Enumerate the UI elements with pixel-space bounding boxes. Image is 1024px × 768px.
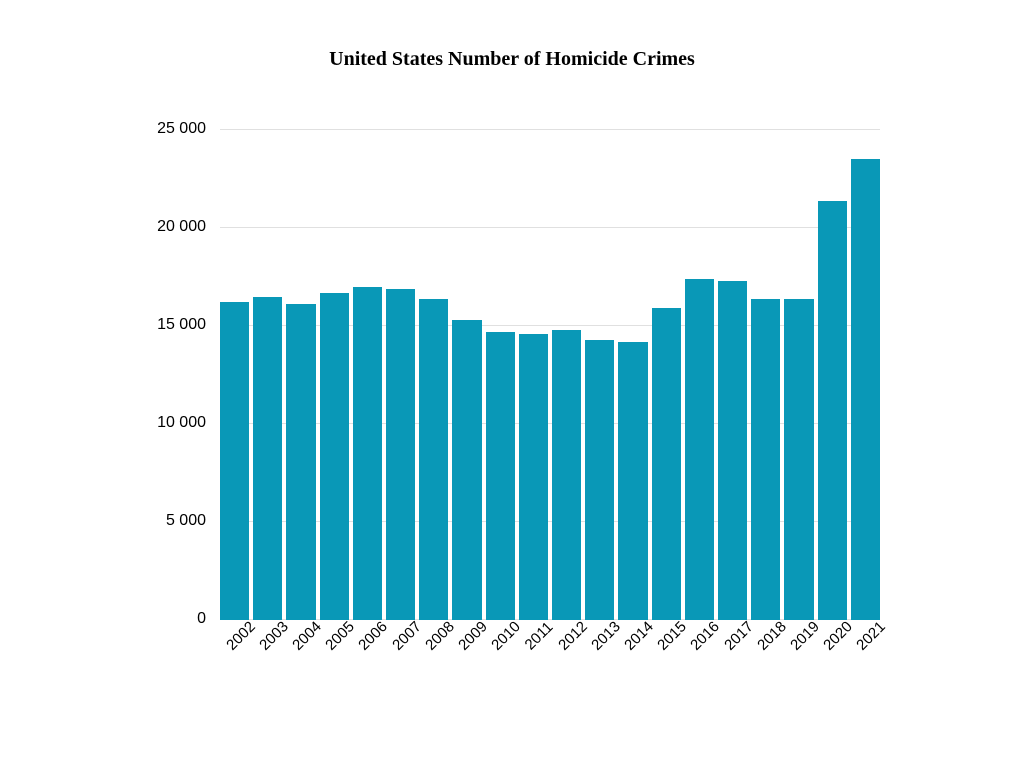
y-axis-label: 25 000 <box>157 120 220 138</box>
y-axis-label: 20 000 <box>157 218 220 236</box>
bar <box>751 299 780 620</box>
bar <box>718 281 747 620</box>
x-label-slot: 2014 <box>618 620 647 680</box>
bar <box>685 279 714 620</box>
bar <box>320 293 349 620</box>
y-axis-label: 10 000 <box>157 414 220 432</box>
y-axis-label: 5 000 <box>166 512 220 530</box>
x-label-slot: 2011 <box>519 620 548 680</box>
x-label-slot: 2013 <box>585 620 614 680</box>
x-label-slot: 2010 <box>486 620 515 680</box>
x-label-slot: 2018 <box>751 620 780 680</box>
bar <box>552 330 581 620</box>
bar <box>519 334 548 620</box>
bar <box>486 332 515 620</box>
bar <box>784 299 813 620</box>
x-label-slot: 2004 <box>286 620 315 680</box>
bar <box>452 320 481 620</box>
x-label-slot: 2007 <box>386 620 415 680</box>
y-axis-label: 0 <box>197 610 220 628</box>
x-label-slot: 2021 <box>851 620 880 680</box>
x-label-slot: 2017 <box>718 620 747 680</box>
x-label-slot: 2015 <box>652 620 681 680</box>
x-label-slot: 2020 <box>818 620 847 680</box>
x-label-slot: 2005 <box>320 620 349 680</box>
x-label-slot: 2009 <box>452 620 481 680</box>
x-label-slot: 2003 <box>253 620 282 680</box>
bar <box>353 287 382 620</box>
x-axis-label: 2021 <box>854 618 890 654</box>
x-label-slot: 2019 <box>784 620 813 680</box>
y-axis-label: 15 000 <box>157 316 220 334</box>
bar <box>585 340 614 620</box>
x-label-slot: 2012 <box>552 620 581 680</box>
bar <box>220 302 249 620</box>
chart-plot-area: 05 00010 00015 00020 00025 000 200220032… <box>220 130 880 620</box>
x-label-slot: 2016 <box>685 620 714 680</box>
bar <box>818 201 847 620</box>
bar <box>618 342 647 620</box>
x-label-slot: 2002 <box>220 620 249 680</box>
bar <box>851 159 880 620</box>
bar <box>253 297 282 620</box>
bar <box>652 308 681 620</box>
bars-container <box>220 130 880 620</box>
x-axis-labels: 2002200320042005200620072008200920102011… <box>220 620 880 680</box>
bar <box>286 304 315 620</box>
x-label-slot: 2008 <box>419 620 448 680</box>
bar <box>386 289 415 620</box>
bar <box>419 299 448 620</box>
x-label-slot: 2006 <box>353 620 382 680</box>
chart-title: United States Number of Homicide Crimes <box>0 0 1024 71</box>
